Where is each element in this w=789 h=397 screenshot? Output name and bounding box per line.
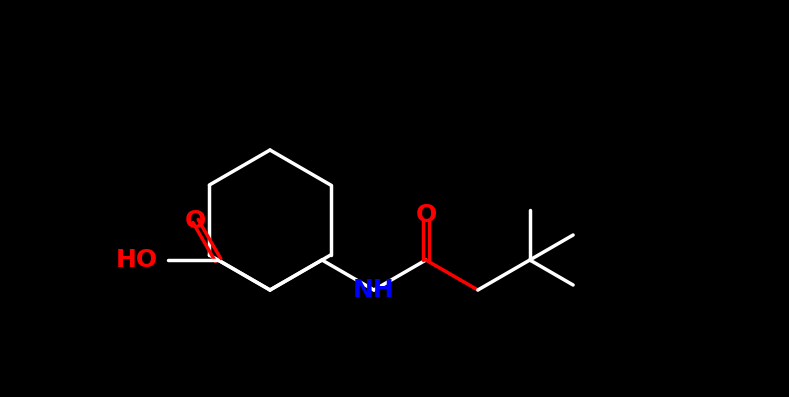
Text: HO: HO <box>116 248 158 272</box>
Text: O: O <box>185 209 206 233</box>
Text: NH: NH <box>353 278 394 302</box>
Text: O: O <box>415 203 436 227</box>
